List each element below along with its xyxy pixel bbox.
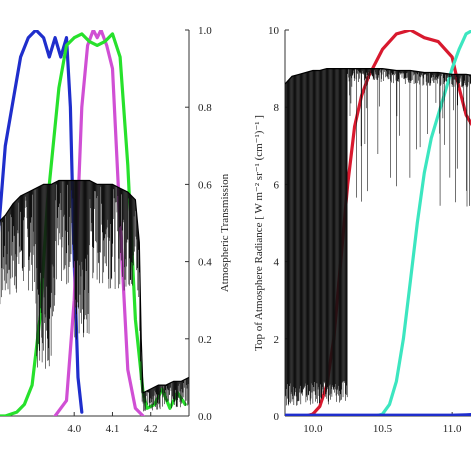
y-tick-label: 0.4 <box>198 257 212 269</box>
y-tick-label: 2 <box>274 334 280 346</box>
series-line <box>373 30 471 416</box>
y-axis-label: Top of Atmosphere Radiance [ W m⁻² sr⁻¹ … <box>253 115 265 351</box>
y-tick-label: 10 <box>268 25 280 37</box>
x-tick-label: 10.5 <box>373 423 393 435</box>
y-tick-label: 0.2 <box>198 334 212 346</box>
y-tick-label: 6 <box>274 179 280 191</box>
y-tick-label: 0.6 <box>198 179 212 191</box>
x-tick-label: 4.0 <box>67 423 81 435</box>
radiance-chart: 0 2 4 6 8 10 10.0 10.5 11.0 Top of Atmosphere Rad… <box>253 25 471 435</box>
y-tick-label: 8 <box>274 102 280 114</box>
series-envelope <box>285 68 471 85</box>
plot-area <box>285 30 471 416</box>
series-line <box>285 30 471 416</box>
absorption-lines <box>285 68 471 407</box>
y-tick-label: 0.8 <box>198 102 212 114</box>
plot-area <box>0 30 189 416</box>
x-tick-label: 10.0 <box>303 423 323 435</box>
x-tick-label: 4.1 <box>106 423 120 435</box>
series-line <box>285 412 471 416</box>
series-line <box>0 32 187 416</box>
absorption-lines <box>0 180 189 412</box>
series-envelope <box>0 179 189 394</box>
y-tick-label: 0 <box>274 411 280 423</box>
transmission-chart: 0.0 0.2 0.4 0.6 0.8 1.0 4.0 4.1 4.2 Atmospheric T… <box>0 25 231 435</box>
y-tick-label: 0.0 <box>198 411 212 423</box>
y-axis-label: Atmospheric Transmission <box>219 173 231 292</box>
x-tick-label: 4.2 <box>144 423 158 435</box>
y-tick-label: 4 <box>274 257 280 269</box>
x-tick-label: 11.0 <box>443 423 462 435</box>
y-tick-label: 1.0 <box>198 25 212 37</box>
